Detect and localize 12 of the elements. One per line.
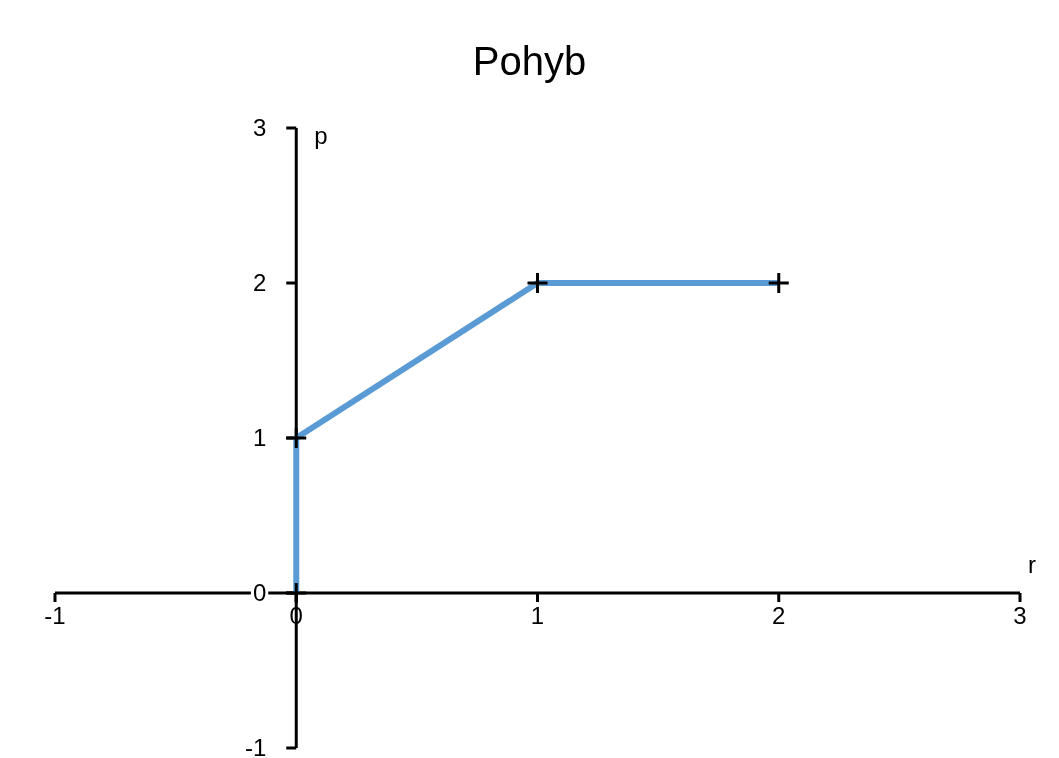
y-tick-label: -1	[244, 734, 267, 758]
chart-title: Pohyb	[472, 39, 587, 83]
x-axis-title: r	[1028, 551, 1036, 578]
y-tick-label: 0	[252, 579, 267, 606]
y-axis-title: p	[314, 122, 328, 149]
y-tick-label: 3	[252, 114, 267, 141]
x-tick-label: 3	[1013, 602, 1027, 629]
x-tick-label: -1	[44, 602, 66, 629]
x-tick-label: 1	[530, 602, 545, 629]
y-tick-label: 1	[252, 424, 267, 451]
x-tick-label: 2	[772, 602, 786, 629]
y-tick-label: 2	[252, 269, 267, 296]
